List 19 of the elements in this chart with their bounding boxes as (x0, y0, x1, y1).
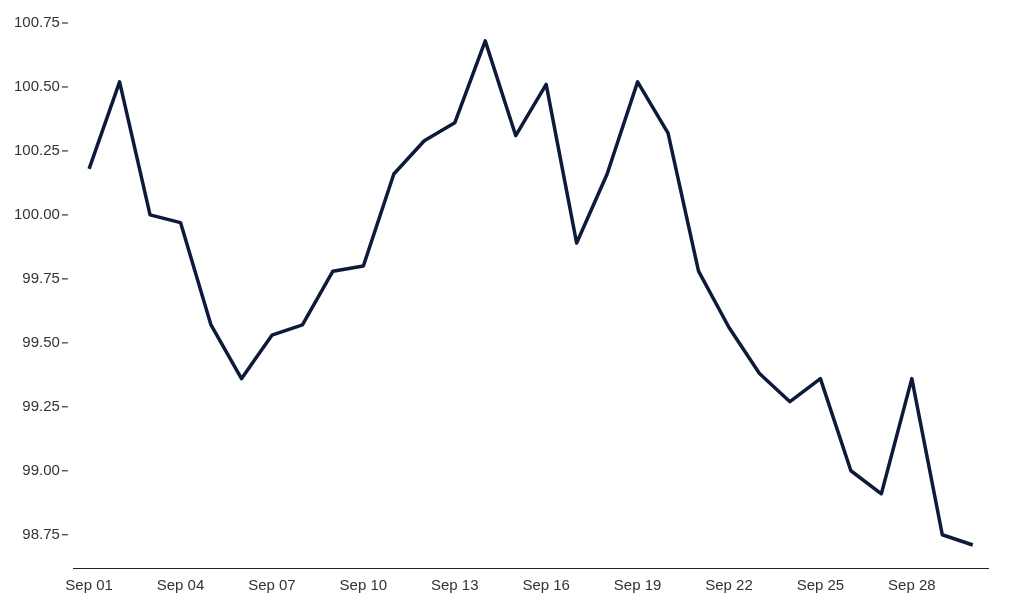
x-tick-label: Sep 01 (65, 576, 113, 594)
y-tick-label: 99.25 (22, 396, 60, 414)
x-tick-label: Sep 19 (613, 576, 662, 594)
y-tick-label: 99.50 (22, 332, 60, 350)
y-tick-label: 100.50 (13, 77, 60, 95)
x-tick-label: Sep 22 (705, 576, 753, 594)
y-tick-label: 100.25 (13, 141, 60, 159)
x-tick-label: Sep 28 (888, 576, 936, 594)
y-tick-label: 99.75 (22, 269, 60, 287)
x-tick-label: Sep 16 (522, 576, 570, 594)
y-tick-label: 99.00 (22, 460, 60, 478)
y-tick-label: 100.75 (13, 13, 60, 31)
x-tick-label: Sep 13 (430, 576, 479, 594)
x-tick-label: Sep 07 (248, 576, 296, 594)
x-tick-label: Sep 04 (156, 576, 205, 594)
x-tick-label: Sep 25 (796, 576, 845, 594)
y-tick-label: 100.00 (13, 205, 60, 223)
y-tick-label: 98.75 (22, 524, 60, 542)
x-tick-label: Sep 10 (339, 576, 388, 594)
